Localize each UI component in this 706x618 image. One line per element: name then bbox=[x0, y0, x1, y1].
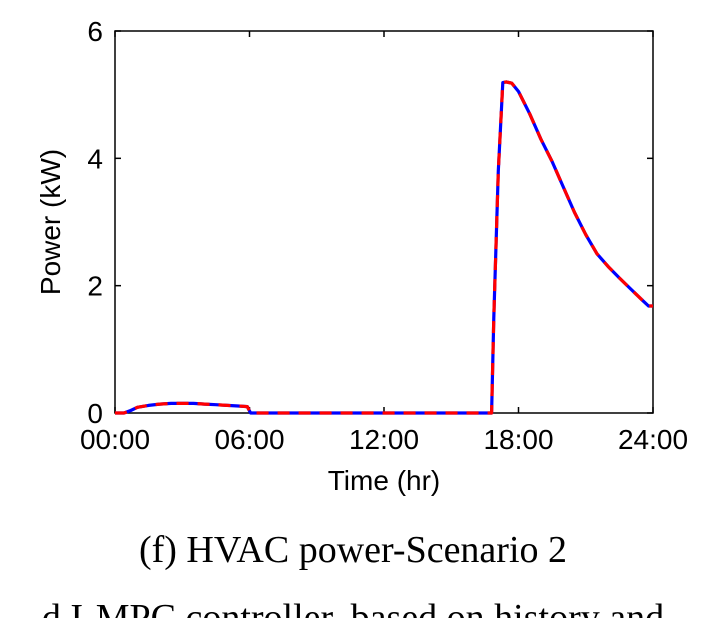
axes-box bbox=[114, 30, 654, 414]
y-axis-title: Power (kW) bbox=[35, 149, 66, 295]
axis-ticks bbox=[114, 30, 654, 414]
x-tick-label: 00:00 bbox=[80, 424, 150, 455]
x-axis-title: Time (hr) bbox=[328, 465, 441, 496]
series-line-solid bbox=[115, 80, 653, 415]
series-layer bbox=[115, 80, 653, 415]
x-tick-label: 06:00 bbox=[214, 424, 284, 455]
figure-caption: (f) HVAC power-Scenario 2 bbox=[138, 529, 568, 571]
series-line-dashed bbox=[115, 80, 653, 415]
y-tick-label: 2 bbox=[87, 271, 103, 302]
x-tick-label: 24:00 bbox=[618, 424, 688, 455]
plot-area bbox=[114, 30, 654, 414]
x-tick-label: 18:00 bbox=[483, 424, 553, 455]
y-tick-label: 4 bbox=[87, 143, 103, 174]
x-tick-label: 12:00 bbox=[349, 424, 419, 455]
body-text-cutoff: d I-MPC controller, based on history and bbox=[41, 597, 665, 618]
y-tick-label: 0 bbox=[87, 398, 103, 429]
y-tick-label: 6 bbox=[87, 16, 103, 47]
tick-labels: 00:00 06:00 12:00 18:00 24:00 0 2 4 6 bbox=[80, 16, 688, 455]
